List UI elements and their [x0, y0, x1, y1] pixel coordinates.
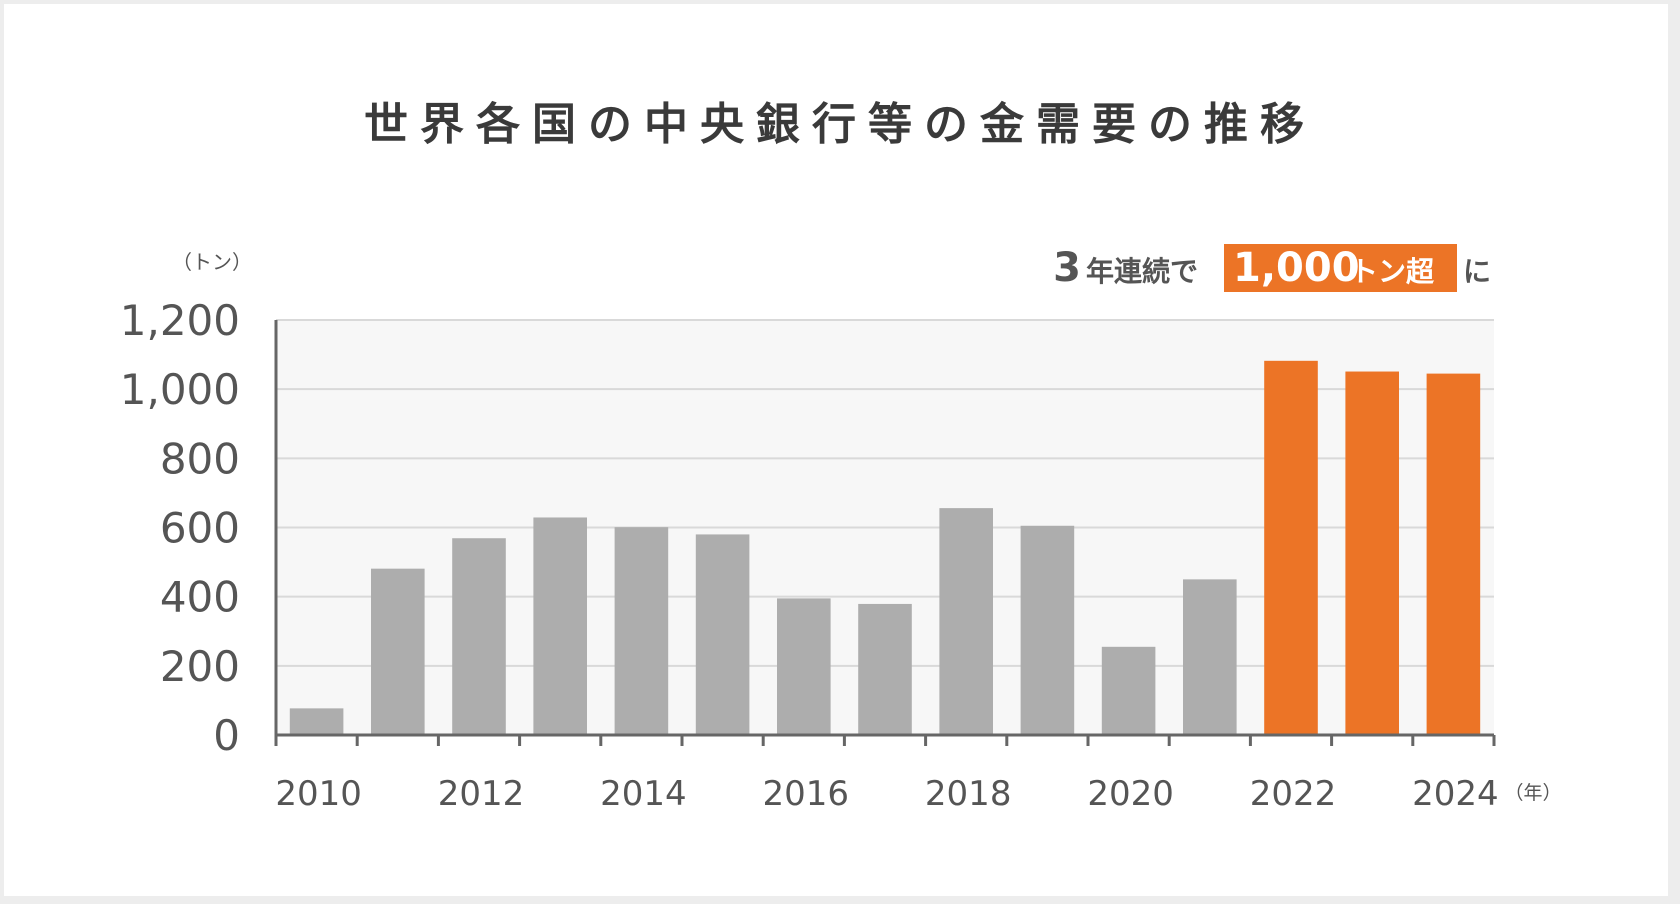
bar-2017: [858, 603, 912, 735]
y-unit-label: （トン）: [172, 250, 252, 274]
bar-2020: [1101, 646, 1156, 735]
bar-2022: [1264, 360, 1318, 735]
bar-2024: [1426, 373, 1481, 735]
annotation-highlight-box: [1224, 244, 1457, 292]
annotation: 3 年連続で 1,000 トン超 に: [1053, 244, 1491, 292]
annotation-suffix: に: [1463, 255, 1491, 288]
x-unit-label: （年）: [1504, 782, 1561, 804]
annotation-years-text: 年連続で: [1086, 255, 1198, 288]
y-tick-label: 200: [160, 642, 240, 691]
annotation-highlight-number: 1,000: [1233, 245, 1360, 291]
bar-2018: [939, 508, 993, 735]
annotation-years-number: 3: [1053, 245, 1081, 291]
y-tick-label: 1,000: [120, 365, 240, 414]
axes: [274, 320, 1496, 746]
bar-2023: [1345, 371, 1399, 735]
bar-2015: [695, 534, 750, 735]
annotation-highlight-text: トン超: [1350, 255, 1435, 288]
x-tick-label: 2024: [1412, 774, 1499, 814]
y-tick-label: 1,200: [120, 296, 240, 345]
x-tick-label: 2012: [438, 774, 525, 814]
y-tick-label: 600: [160, 504, 240, 553]
y-tick-label: 400: [160, 573, 240, 622]
x-tick-label: 2010: [275, 774, 362, 814]
bar-2014: [614, 527, 669, 735]
y-tick-label: 0: [213, 711, 240, 760]
bar-2013: [533, 517, 587, 735]
x-tick-label: 2014: [600, 774, 687, 814]
bar-2010: [289, 708, 344, 735]
chart-title: 世界各国の中央銀行等の金需要の推移: [364, 99, 1316, 150]
x-tick-labels: 2010 2012 2014 2016 2018 2020 2022 2024: [275, 774, 1498, 814]
bars: [289, 360, 1481, 735]
x-tick-label: 2018: [925, 774, 1012, 814]
x-tick-label: 2016: [763, 774, 850, 814]
bar-2016: [777, 598, 831, 735]
bar-2019: [1020, 525, 1075, 735]
bar-2021: [1183, 579, 1237, 735]
x-tick-label: 2022: [1250, 774, 1337, 814]
bar-2012: [452, 538, 506, 735]
x-tick-label: 2020: [1087, 774, 1174, 814]
bar-2011: [371, 568, 425, 735]
y-tick-labels: 0 200 400 600 800 1,000 1,200: [120, 296, 240, 760]
y-tick-label: 800: [160, 434, 240, 483]
